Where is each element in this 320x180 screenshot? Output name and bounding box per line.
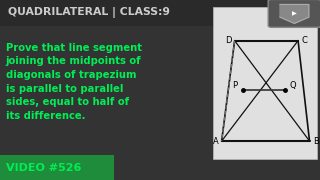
FancyBboxPatch shape [0,155,114,180]
FancyBboxPatch shape [213,7,317,159]
Polygon shape [280,4,309,23]
FancyBboxPatch shape [0,0,320,26]
FancyBboxPatch shape [268,0,320,27]
Text: QUADRILATERAL | CLASS:9: QUADRILATERAL | CLASS:9 [8,7,170,19]
Text: Prove that line segment
joining the midpoints of
diagonals of trapezium
is paral: Prove that line segment joining the midp… [6,43,142,121]
Text: ▶: ▶ [292,11,297,16]
Text: VIDEO #526: VIDEO #526 [6,163,81,173]
